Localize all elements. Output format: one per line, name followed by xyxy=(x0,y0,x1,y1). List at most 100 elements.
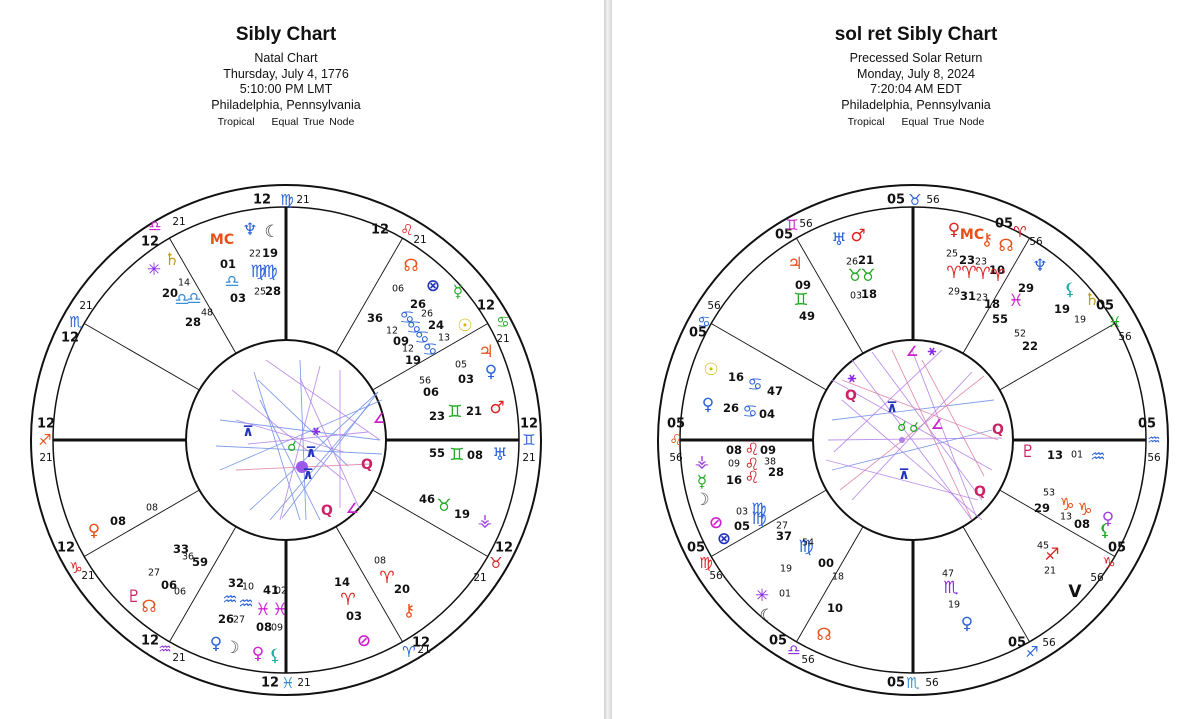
planet-glyph-icon: ♊ xyxy=(447,402,462,422)
planet-glyph-icon: ♍ xyxy=(751,509,766,529)
cusp-sign-icon: ♍ xyxy=(280,191,293,209)
aspect-line xyxy=(299,377,361,511)
aspect-glyph-icon: ⊼ xyxy=(302,467,313,483)
house-cusp-line xyxy=(999,323,1116,391)
planet-glyph-icon: ✳ xyxy=(755,586,769,606)
position-value: 18 xyxy=(861,287,877,301)
position-value: 21 xyxy=(466,404,482,418)
planet-glyph-icon: ♅ xyxy=(831,230,846,250)
position-value: 49 xyxy=(799,309,815,323)
planet-glyph-icon: ♑ xyxy=(1059,495,1074,515)
planet-glyph-icon: ☽ xyxy=(224,638,239,658)
cusp-degree: 05 xyxy=(1096,299,1114,314)
planet-glyph-icon: ☾ xyxy=(264,222,279,242)
planet-glyph-icon: ♈ xyxy=(961,263,976,283)
position-value: 03 xyxy=(230,291,246,305)
cusp-minutes: 56 xyxy=(1118,331,1132,343)
aspect-line xyxy=(281,391,379,519)
aspect-line xyxy=(841,379,999,441)
aspect-node xyxy=(296,461,308,473)
planet-glyph-icon: ♈ xyxy=(990,266,1005,286)
position-value: 36 xyxy=(182,552,194,563)
aspect-line xyxy=(279,365,321,521)
position-value: 26 xyxy=(723,401,739,415)
position-value: 28 xyxy=(265,284,281,298)
cusp-degree: 05 xyxy=(775,228,793,243)
cusp-minutes: 56 xyxy=(801,654,815,666)
cusp-sign-icon: ♎ xyxy=(148,217,161,235)
position-value: 03 xyxy=(458,372,474,386)
cusp-minutes: 56 xyxy=(925,677,939,689)
aspect-line xyxy=(247,431,369,445)
aspect-line xyxy=(871,351,983,501)
planet-glyph-icon: ♉ xyxy=(860,266,875,286)
house-cusp-line xyxy=(335,237,403,354)
position-value: 19 xyxy=(948,600,960,611)
position-value: 19 xyxy=(405,353,421,367)
cusp-minutes: 21 xyxy=(172,216,185,228)
aspect-line xyxy=(827,437,1003,441)
cusp-sign-icon: ♏ xyxy=(69,313,83,331)
outer-ring xyxy=(657,184,1169,696)
chart-title: sol ret Sibly Chart xyxy=(834,24,998,45)
planet-glyph-icon: ♎ xyxy=(186,289,201,309)
cusp-minutes: 21 xyxy=(297,677,310,689)
cusp-degree: 12 xyxy=(141,634,159,649)
planet-glyph-icon: ♈ xyxy=(379,568,394,588)
position-value: 13 xyxy=(1047,448,1063,462)
position-value: 03 xyxy=(346,609,362,623)
aspect-line xyxy=(839,375,985,491)
planet-glyph-icon: ♌ xyxy=(744,468,759,488)
planet-glyph-icon: ☾ xyxy=(759,606,774,626)
planet-glyph-icon: ⚶ xyxy=(478,511,492,531)
planet-glyph-icon: ♇ xyxy=(1020,442,1035,462)
position-value: 20 xyxy=(394,582,410,596)
position-value: 06 xyxy=(174,587,186,598)
position-value: 27 xyxy=(776,521,788,532)
cusp-sign-icon: ♒ xyxy=(158,640,171,658)
position-value: 10 xyxy=(827,601,843,615)
aspect-glyph-icon: ☌ xyxy=(909,420,918,436)
house-cusp-line xyxy=(372,323,489,391)
planet-glyph-icon: ♒ xyxy=(1090,447,1105,467)
aspect-line xyxy=(833,349,943,453)
cusp-minutes: 21 xyxy=(496,333,509,345)
chart-settings: Tropical Equal True Node xyxy=(86,116,486,128)
planet-glyph-icon: ☊ xyxy=(403,256,418,276)
planet-glyph-icon: ☊ xyxy=(816,625,831,645)
planet-glyph-icon: ♍ xyxy=(250,262,265,282)
aspect-glyph-icon: ☌ xyxy=(897,419,906,435)
cusp-minutes: 21 xyxy=(413,234,426,246)
chart-date: Thursday, July 4, 1776 xyxy=(223,66,349,81)
cusp-minutes: 21 xyxy=(522,452,535,464)
position-value: 05 xyxy=(734,519,750,533)
cusp-degree: 05 xyxy=(887,193,905,208)
chart-location: Philadelphia, Pennsylvania xyxy=(841,97,991,112)
position-value: 08 xyxy=(146,503,158,514)
chart-time: 5:10:00 PM LMT xyxy=(239,82,333,96)
position-value: 29 xyxy=(948,287,960,298)
position-value: 36 xyxy=(367,311,383,325)
aspect-glyph-icon: ⚹ xyxy=(312,423,321,439)
zodiac-label: Tropical xyxy=(847,116,885,128)
planet-glyph-icon: ♆ xyxy=(242,220,257,240)
cusp-degree: 12 xyxy=(261,676,279,691)
position-value: 20 xyxy=(162,286,178,300)
aspect-glyph-icon: ☌ xyxy=(287,439,296,455)
position-value: 16 xyxy=(728,370,744,384)
cusp-degree: 12 xyxy=(412,636,430,651)
position-value: 24 xyxy=(428,318,444,332)
position-value: 47 xyxy=(767,384,783,398)
house-cusp-line xyxy=(796,237,864,354)
planet-glyph-icon: ☊ xyxy=(141,597,156,617)
planet-glyph-icon: ♄ xyxy=(164,250,179,270)
cusp-minutes: 56 xyxy=(669,452,683,464)
cusp-minutes: 21 xyxy=(79,300,92,312)
planet-glyph-icon: ♋ xyxy=(399,308,414,328)
position-value: 12 xyxy=(386,326,398,337)
cusp-minutes: 56 xyxy=(799,218,813,230)
planet-glyph-icon: ⊘ xyxy=(709,513,723,533)
planet-glyph-icon: ♒ xyxy=(238,594,253,614)
